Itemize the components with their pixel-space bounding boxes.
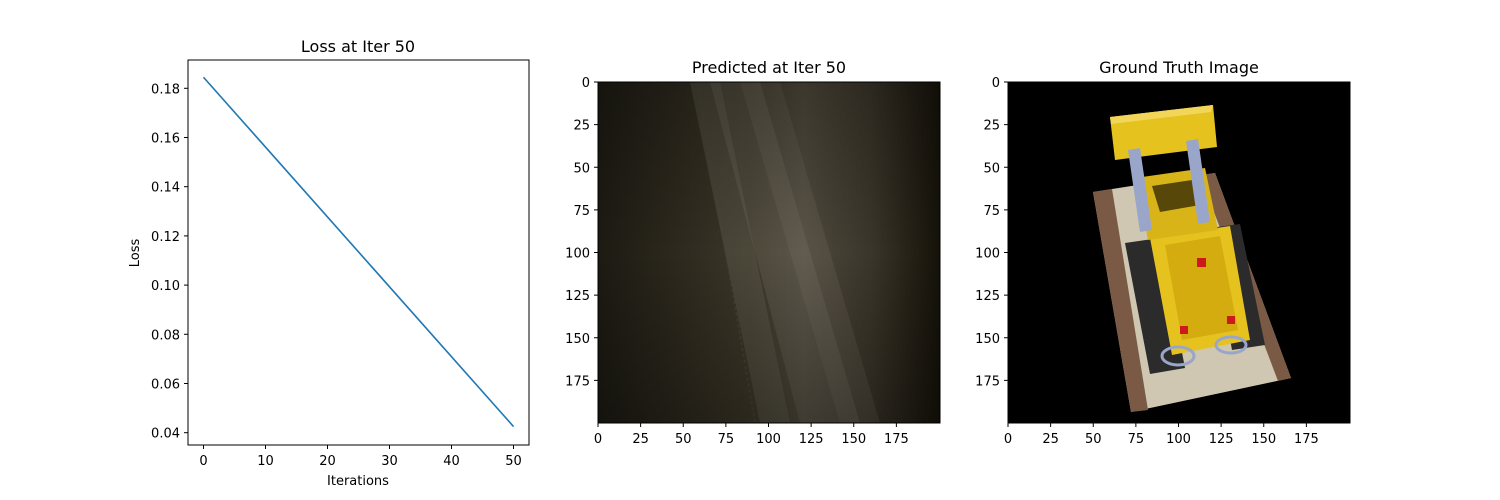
predicted-x-tick-label: 175 <box>884 432 909 447</box>
loss-y-tick-label: 0.16 <box>151 131 180 146</box>
loss-chart: Loss at Iter 50 0 10 20 30 40 50 0.04 0.06 0.08… <box>128 37 530 489</box>
predicted-image-panel: Predicted at Iter 50 0 25 50 75 100 125 150 175… <box>565 58 941 447</box>
ground-truth-y-tick-label: 125 <box>975 289 1000 304</box>
ground-truth-x-tick-label: 25 <box>1042 432 1059 447</box>
loss-y-tick-label: 0.06 <box>151 377 180 392</box>
loss-y-tick-label: 0.18 <box>151 82 180 97</box>
ground-truth-y-tick-label: 100 <box>975 247 1000 262</box>
loss-x-ticks: 0 10 20 30 40 50 <box>199 445 522 469</box>
predicted-y-tick-label: 0 <box>582 76 590 91</box>
ground-truth-x-tick-label: 175 <box>1294 432 1319 447</box>
predicted-y-tick-label: 125 <box>565 289 590 304</box>
predicted-y-tick-label: 175 <box>565 374 590 389</box>
loss-y-tick-label: 0.08 <box>151 328 180 343</box>
loss-x-axis-label: Iterations <box>327 474 389 489</box>
ground-truth-image <box>1008 82 1350 423</box>
predicted-x-tick-label: 75 <box>718 432 735 447</box>
predicted-y-tick-label: 150 <box>565 332 590 347</box>
ground-truth-x-tick-label: 75 <box>1128 432 1145 447</box>
predicted-x-tick-label: 0 <box>594 432 602 447</box>
loss-x-tick-label: 0 <box>199 454 207 469</box>
loss-y-ticks: 0.04 0.06 0.08 0.10 0.12 0.14 0.16 0.18 <box>151 82 188 442</box>
predicted-y-tick-label: 25 <box>573 119 590 134</box>
predicted-x-tick-label: 100 <box>756 432 781 447</box>
ground-truth-y-tick-label: 25 <box>983 119 1000 134</box>
ground-truth-y-tick-label: 75 <box>983 204 1000 219</box>
loss-series-line <box>202 76 515 428</box>
predicted-x-tick-label: 25 <box>632 432 649 447</box>
loss-y-tick-label: 0.14 <box>151 181 180 196</box>
ground-truth-title: Ground Truth Image <box>1099 58 1259 77</box>
loss-x-tick-label: 10 <box>257 454 274 469</box>
loss-y-tick-label: 0.10 <box>151 279 180 294</box>
predicted-x-tick-label: 125 <box>799 432 824 447</box>
ground-truth-panel: Ground Truth Image <box>975 58 1351 447</box>
loss-y-tick-label: 0.04 <box>151 427 180 442</box>
predicted-x-tick-label: 50 <box>675 432 692 447</box>
predicted-image-title: Predicted at Iter 50 <box>692 58 846 77</box>
predicted-y-ticks: 0 25 50 75 100 125 150 175 <box>565 76 598 389</box>
loss-chart-title: Loss at Iter 50 <box>301 37 415 56</box>
predicted-y-tick-label: 100 <box>565 247 590 262</box>
ground-truth-x-tick-label: 125 <box>1209 432 1234 447</box>
predicted-x-tick-label: 150 <box>841 432 866 447</box>
ground-truth-y-tick-label: 0 <box>992 76 1000 91</box>
ground-truth-x-tick-label: 100 <box>1166 432 1191 447</box>
ground-truth-x-ticks: 0 25 50 75 100 125 150 175 <box>1004 423 1319 447</box>
ground-truth-y-ticks: 0 25 50 75 100 125 150 175 <box>975 76 1008 389</box>
loss-x-tick-label: 30 <box>381 454 398 469</box>
predicted-image <box>598 81 940 424</box>
loss-x-tick-label: 40 <box>443 454 460 469</box>
ground-truth-y-tick-label: 175 <box>975 374 1000 389</box>
ground-truth-x-tick-label: 0 <box>1004 432 1012 447</box>
predicted-y-tick-label: 50 <box>573 161 590 176</box>
ground-truth-y-tick-label: 50 <box>983 161 1000 176</box>
loss-x-tick-label: 50 <box>505 454 522 469</box>
ground-truth-x-tick-label: 150 <box>1251 432 1276 447</box>
loss-y-axis-label: Loss <box>128 239 143 268</box>
loss-x-tick-label: 20 <box>319 454 336 469</box>
loss-y-tick-label: 0.12 <box>151 230 180 245</box>
ground-truth-x-tick-label: 50 <box>1085 432 1102 447</box>
predicted-y-tick-label: 75 <box>573 204 590 219</box>
predicted-x-ticks: 0 25 50 75 100 125 150 175 <box>594 423 909 447</box>
ground-truth-y-tick-label: 150 <box>975 332 1000 347</box>
